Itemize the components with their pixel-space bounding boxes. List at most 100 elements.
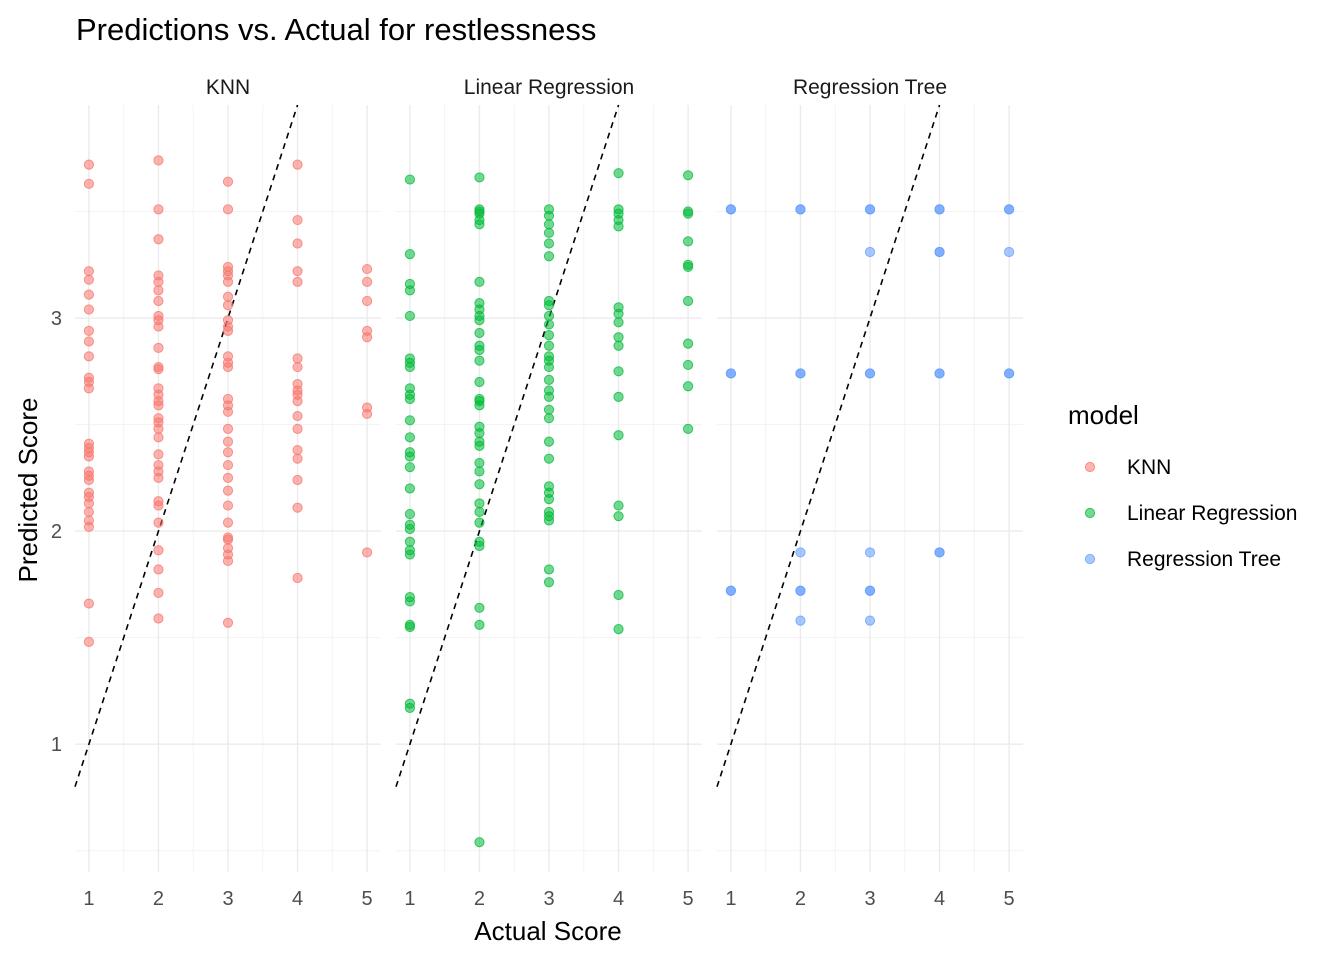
facet-label-knn: KNN: [206, 76, 250, 99]
data-point-knn: [292, 572, 303, 584]
data-point-linear-regression: [613, 168, 624, 179]
data-point-knn: [222, 555, 234, 567]
legend-title: model: [1068, 400, 1139, 430]
data-point-knn: [292, 423, 303, 434]
data-point-knn: [153, 500, 164, 511]
data-point-linear-regression: [404, 451, 416, 462]
data-point-knn: [222, 176, 234, 187]
data-point-knn: [153, 517, 164, 528]
data-point-knn: [222, 423, 234, 434]
data-point-knn: [292, 266, 303, 277]
data-point-linear-regression: [613, 317, 624, 328]
data-point-linear-regression: [682, 338, 694, 349]
data-point-knn: [222, 276, 234, 287]
data-point-linear-regression: [682, 170, 694, 181]
data-point-knn: [222, 617, 234, 628]
legend: model KNN Linear Regression Regression Tre…: [1068, 400, 1297, 571]
data-point-knn: [83, 266, 95, 277]
data-point-regression-tree: [934, 246, 945, 258]
reference-line: [395, 104, 620, 788]
legend-label-knn: KNN: [1127, 456, 1171, 479]
data-point-linear-regression: [543, 391, 555, 402]
data-point-linear-regression: [543, 361, 555, 373]
data-point-linear-regression: [404, 415, 416, 426]
data-point-knn: [83, 506, 95, 518]
x-tick-label: 4: [613, 888, 624, 910]
data-point-regression-tree: [725, 585, 737, 596]
data-point-regression-tree: [864, 368, 876, 379]
x-tick-label: 5: [683, 888, 694, 910]
data-point-linear-regression: [613, 221, 624, 232]
legend-label-regression-tree: Regression Tree: [1127, 548, 1281, 571]
x-tick-label: 1: [725, 888, 736, 910]
data-point-knn: [153, 342, 164, 353]
data-point-linear-regression: [474, 276, 485, 287]
data-point-linear-regression: [613, 589, 624, 601]
data-point-knn: [222, 485, 234, 496]
data-point-linear-regression: [543, 436, 555, 447]
data-point-linear-regression: [404, 536, 416, 547]
data-point-knn: [153, 204, 164, 215]
data-point-knn: [83, 289, 95, 300]
data-point-regression-tree: [864, 204, 876, 215]
reference-line: [74, 104, 299, 788]
y-tick-label: 1: [51, 734, 62, 756]
x-tick-label: 2: [153, 888, 164, 910]
y-tick-label: 3: [51, 308, 62, 330]
data-point-knn: [153, 432, 164, 443]
data-point-regression-tree: [934, 368, 945, 379]
x-tick-label: 3: [222, 888, 233, 910]
legend-key-regression-tree: [1084, 553, 1096, 565]
data-point-knn: [222, 447, 234, 458]
data-point-linear-regression: [474, 315, 485, 326]
data-point-linear-regression: [404, 462, 416, 473]
data-point-knn: [153, 155, 164, 166]
data-point-regression-tree: [1003, 204, 1015, 215]
data-point-knn: [83, 351, 95, 362]
data-point-knn: [153, 613, 164, 624]
data-point-linear-regression: [474, 498, 485, 509]
data-point-linear-regression: [474, 466, 485, 477]
data-point-linear-regression: [543, 404, 555, 415]
data-point-regression-tree: [864, 547, 876, 558]
legend-label-linear-regression: Linear Regression: [1127, 502, 1297, 525]
data-point-linear-regression: [404, 621, 416, 633]
data-point-knn: [292, 453, 303, 464]
data-point-linear-regression: [404, 310, 416, 322]
data-point-knn: [292, 276, 303, 287]
data-point-linear-regression: [543, 577, 555, 588]
chart-title: Predictions vs. Actual for restlessness: [76, 12, 596, 47]
data-point-linear-regression: [543, 515, 555, 526]
data-point-linear-regression: [543, 251, 555, 262]
data-point-knn: [153, 423, 164, 434]
data-point-knn: [83, 636, 95, 648]
data-point-linear-regression: [543, 238, 555, 249]
data-point-linear-regression: [404, 393, 416, 405]
data-point-linear-regression: [404, 483, 416, 494]
data-point-linear-regression: [543, 453, 555, 464]
data-point-linear-regression: [543, 564, 555, 575]
data-point-knn: [153, 276, 164, 287]
data-point-knn: [222, 436, 234, 447]
data-point-linear-regression: [474, 619, 485, 630]
data-point-regression-tree: [864, 585, 876, 596]
data-point-linear-regression: [474, 327, 485, 339]
facet-panel-knn: KNN 1 2 3 4 5: [74, 76, 381, 910]
data-point-knn: [361, 547, 373, 558]
data-point-knn: [153, 364, 164, 375]
y-axis-title: Predicted Score: [13, 398, 43, 583]
x-tick-label: 3: [864, 888, 875, 910]
data-point-linear-regression: [474, 219, 485, 230]
data-point-regression-tree: [864, 615, 876, 626]
data-point-knn: [292, 410, 303, 422]
data-point-knn: [222, 325, 234, 336]
data-point-linear-regression: [543, 319, 555, 330]
data-point-knn: [222, 300, 234, 311]
data-point-knn: [153, 564, 164, 575]
data-point-linear-regression: [613, 332, 624, 343]
legend-key-knn: [1084, 461, 1096, 473]
facet-label-regression-tree: Regression Tree: [793, 76, 947, 99]
data-point-knn: [153, 400, 164, 411]
data-point-knn: [83, 159, 95, 170]
